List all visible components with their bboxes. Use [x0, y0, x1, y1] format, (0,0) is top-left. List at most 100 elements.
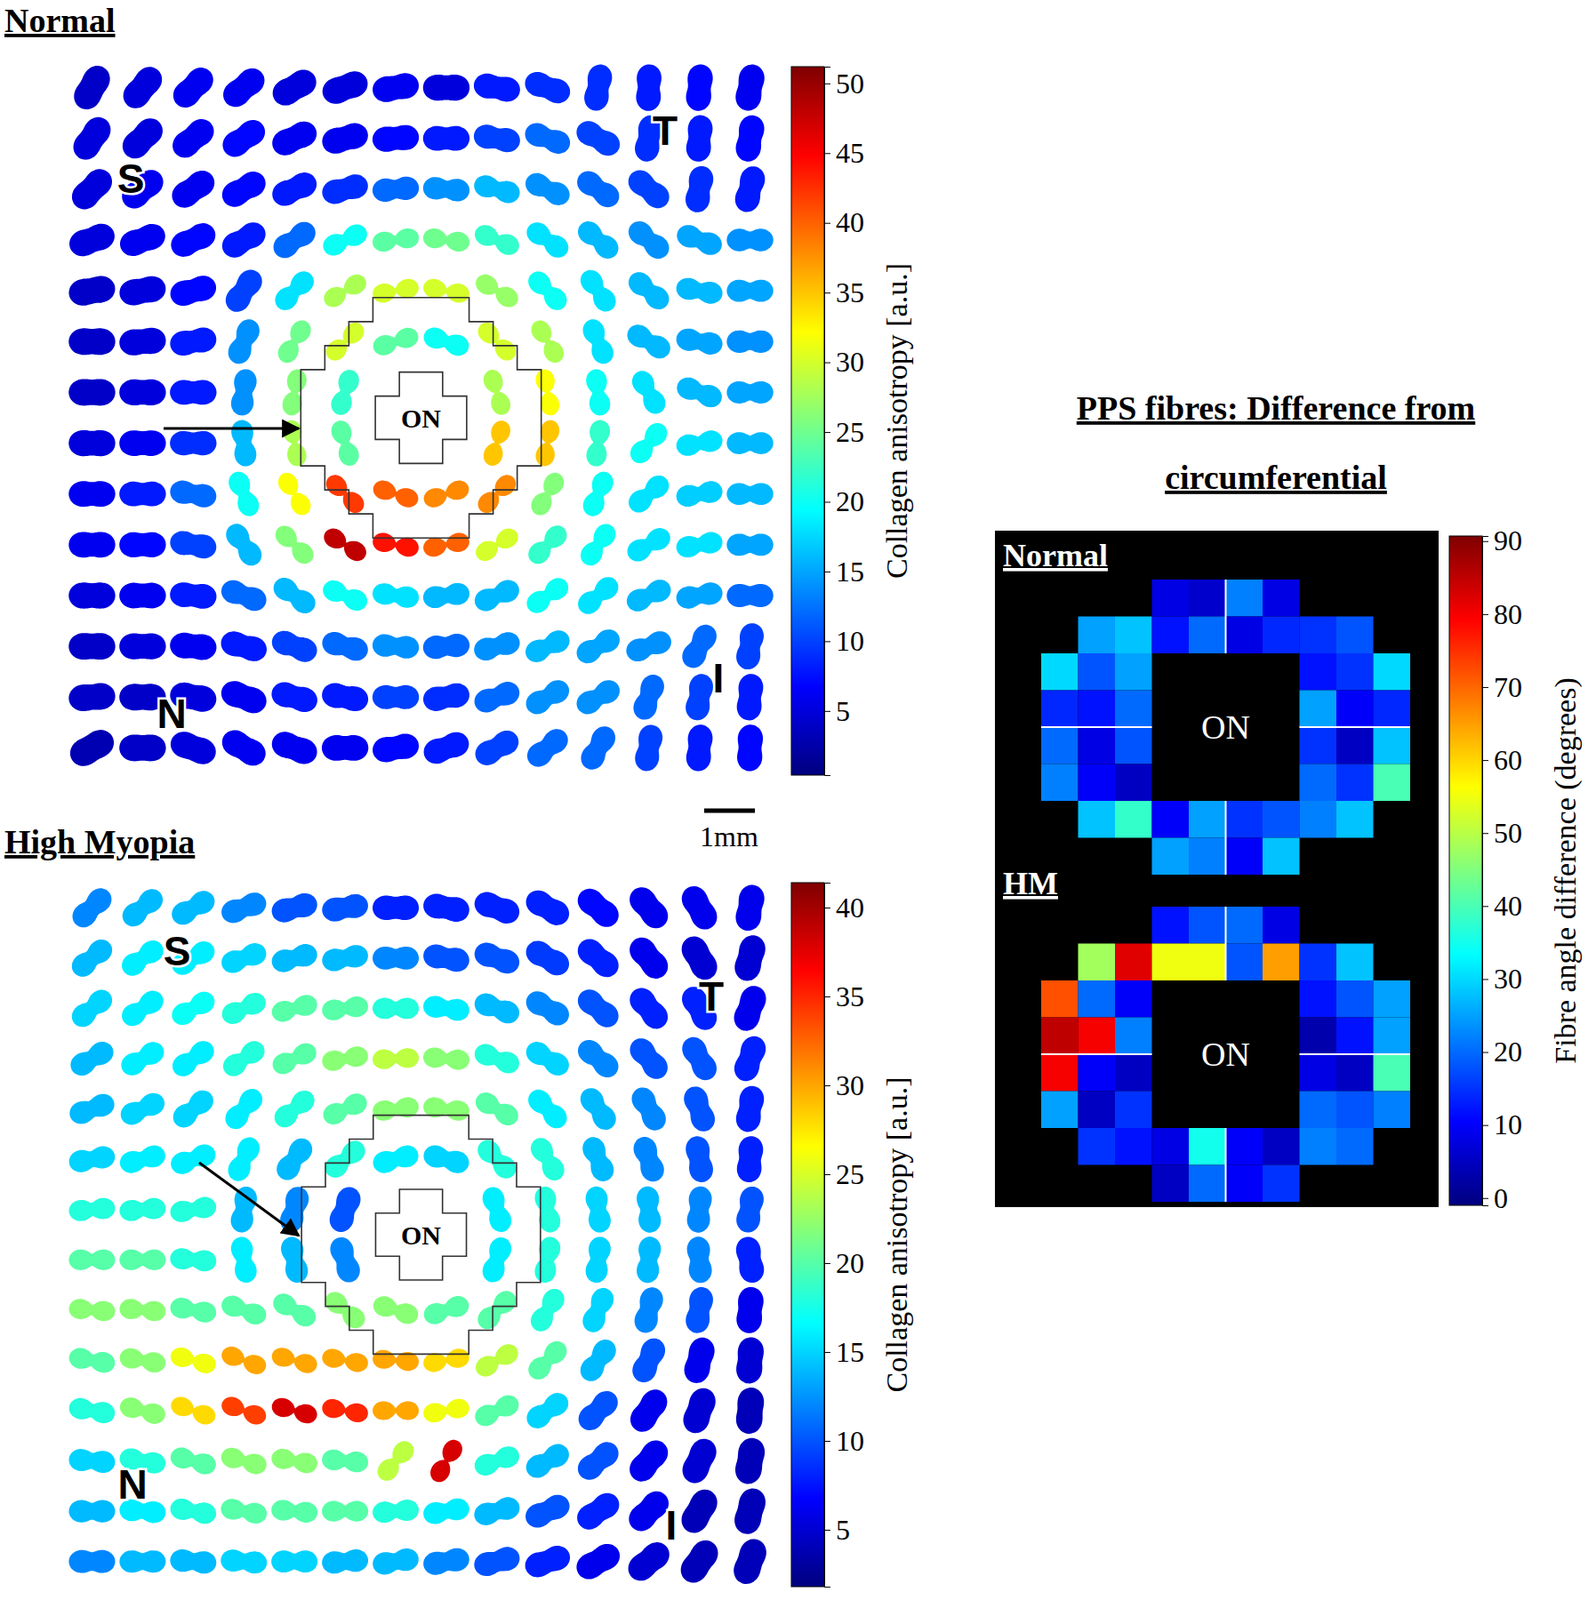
fibre-glyph [119, 1250, 166, 1271]
fibre-glyph [370, 277, 420, 305]
tick-mark [1482, 1125, 1489, 1127]
fibre-glyph [625, 418, 673, 468]
fibre-glyph [269, 1345, 320, 1376]
fibre-glyph [68, 582, 115, 609]
tick: 15 [824, 555, 865, 588]
fibre-glyph [321, 1501, 369, 1523]
quadrant-label: S [117, 155, 145, 202]
panel-title: High Myopia [4, 823, 195, 861]
fibre-glyph [673, 221, 726, 258]
fibre-glyph [472, 1089, 523, 1131]
fibre-glyph [421, 1347, 471, 1374]
colorbar-axis: 510152025303540 [824, 883, 865, 1588]
fibre-glyph [66, 724, 120, 772]
fibre-glyph [370, 731, 421, 765]
tick-mark [824, 1530, 831, 1532]
fibre-glyph [269, 1395, 320, 1427]
fibre-glyph [270, 1086, 320, 1133]
fibre-glyph [319, 629, 370, 665]
fibre-glyph [421, 277, 471, 305]
heatmap-cell [1336, 980, 1374, 1019]
fibre-glyph [420, 728, 474, 768]
heatmap-cell [1336, 801, 1374, 839]
heatmap-cell [1336, 727, 1374, 765]
quadrant-divider [1225, 906, 1228, 981]
heatmap-cell [1373, 1018, 1412, 1056]
heatmap-cell [1041, 653, 1079, 691]
fibre-glyph [268, 728, 321, 769]
fibre-glyph [733, 1235, 766, 1285]
panel-title: Normal [4, 1, 116, 40]
fibre-glyph [521, 986, 574, 1030]
fibre-glyph [731, 163, 768, 216]
heatmap-cell [1336, 617, 1374, 655]
heatmap-cell [1078, 944, 1116, 982]
tick-label: 50 [835, 67, 865, 100]
fibre-glyph [421, 1142, 473, 1176]
fibre-glyph [328, 417, 361, 469]
fibre-glyph [735, 673, 764, 722]
fibre-glyph [270, 1447, 320, 1476]
fibre-glyph [726, 482, 773, 506]
fibre-glyph [421, 226, 471, 253]
fibre-glyph [623, 576, 675, 616]
fibre-glyph [278, 1235, 310, 1285]
fibre-glyph [119, 1550, 166, 1573]
fibre-glyph [576, 1335, 621, 1387]
fibre-glyph [683, 672, 716, 722]
tick-mark [824, 571, 831, 573]
heatmap-cell [1188, 838, 1227, 876]
heatmap-cell [1078, 1018, 1116, 1056]
fibre-glyph [527, 469, 569, 520]
fibre-glyph [273, 316, 315, 367]
fibre-glyph [573, 572, 624, 619]
fibre-glyph [372, 685, 419, 710]
fibre-glyph [422, 1046, 471, 1071]
fibre-glyph [269, 1290, 321, 1332]
fibre-glyph [681, 1335, 718, 1388]
fibre-glyph [625, 1384, 673, 1437]
fibre-glyph [683, 1134, 715, 1185]
fibre-glyph [626, 1083, 670, 1136]
fibre-glyph [421, 1546, 472, 1578]
fibre-glyph [576, 265, 621, 317]
tick-mark [824, 1352, 831, 1354]
tick-label: 50 [1493, 817, 1523, 850]
fibre-glyph [674, 1535, 723, 1588]
fibre-glyph [527, 316, 568, 367]
fibre-glyph [320, 1044, 370, 1073]
fibre-glyph [320, 994, 370, 1022]
fibre-glyph [731, 932, 770, 985]
heatmap-cell [1114, 764, 1153, 803]
fibre-glyph [117, 1143, 169, 1177]
heatmap-cell [1078, 617, 1116, 655]
fibre-glyph [321, 318, 369, 365]
fibre-glyph [269, 890, 321, 926]
heatmap-cell [1373, 690, 1412, 729]
fibre-glyph [66, 1037, 118, 1081]
fibre-glyph [532, 1185, 562, 1236]
tick: 20 [824, 1247, 865, 1280]
fibre-glyph [168, 1548, 217, 1576]
fibre-glyph [168, 1296, 218, 1325]
fibre-glyph [320, 1287, 369, 1333]
fibre-glyph [734, 621, 767, 672]
fibre-glyph [471, 221, 522, 258]
fibre-glyph [319, 120, 371, 157]
quadrant-label: I [713, 655, 725, 702]
heatmap-cell [1299, 1128, 1338, 1166]
colorbar-axis: 0102030405060708090 [1482, 524, 1523, 1214]
fibre-glyph [673, 374, 726, 411]
fibre-glyph [627, 367, 670, 418]
quadrant-label: S [163, 928, 192, 975]
fibre-glyph [321, 735, 369, 762]
tick: 10 [1482, 1108, 1523, 1141]
fibre-glyph [371, 1096, 421, 1123]
heatmap-cell [1041, 1091, 1079, 1130]
tick-label: 10 [835, 625, 865, 658]
tick-label: 60 [1493, 744, 1523, 777]
fibre-glyph [726, 381, 773, 404]
background [0, 0, 1596, 1600]
fibre-glyph [576, 721, 620, 774]
fibre-glyph [631, 1284, 666, 1336]
